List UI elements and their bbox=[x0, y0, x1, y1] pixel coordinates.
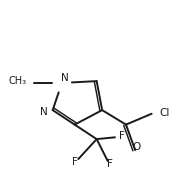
Text: F: F bbox=[119, 131, 125, 141]
Text: N: N bbox=[61, 73, 68, 83]
Text: F: F bbox=[72, 157, 78, 167]
Text: F: F bbox=[107, 159, 112, 169]
Text: Cl: Cl bbox=[159, 108, 169, 118]
Text: CH₃: CH₃ bbox=[9, 76, 27, 86]
Text: N: N bbox=[40, 107, 47, 117]
Text: O: O bbox=[133, 142, 141, 152]
